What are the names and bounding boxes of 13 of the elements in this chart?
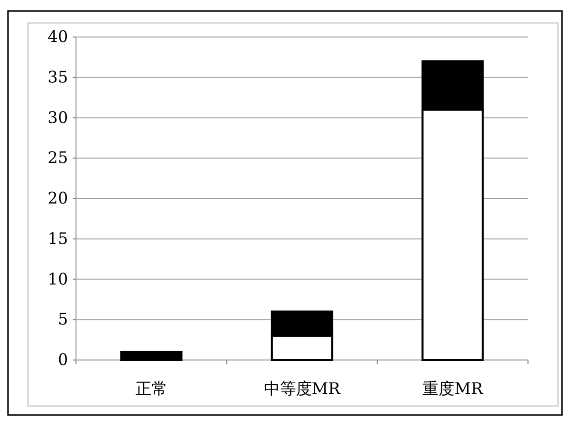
y-tick-label: 10 [48, 269, 68, 288]
y-tick-label: 20 [48, 188, 68, 208]
y-tick-label: 35 [48, 67, 68, 86]
y-tick-label: 25 [48, 148, 68, 168]
y-tick-label: 40 [48, 27, 68, 46]
bar [120, 350, 182, 361]
x-tick-label: 重度MR [422, 379, 484, 398]
y-tick-label: 5 [58, 310, 68, 329]
x-tick-label: 正常 [135, 379, 168, 398]
x-tick-label: 中等度MR [264, 379, 342, 398]
y-tick-label: 0 [58, 350, 68, 369]
y-tick-label: 30 [48, 108, 68, 127]
y-tick-label: 15 [48, 228, 68, 248]
